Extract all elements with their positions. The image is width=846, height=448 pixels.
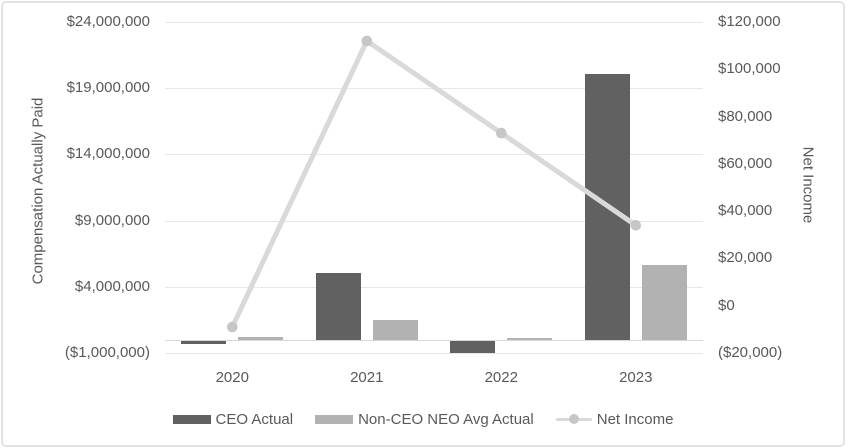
y-axis-tick-label-right: $60,000 [718,154,773,172]
y-axis-tick-label-left: $24,000,000 [66,13,150,30]
net-income-marker [227,321,238,333]
bar-ceo-actual [181,339,227,345]
y-axis-tick-label-right: $20,000 [718,249,773,267]
right-axis-title: Net Income [799,146,817,224]
y-axis-tick-label-right: $120,000 [718,13,781,30]
y-axis-tick-label-left: $19,000,000 [66,79,150,97]
y-axis-tick-label-left: $14,000,000 [66,145,150,163]
net-income-marker [496,127,507,139]
bar-ceo-actual [450,339,496,353]
bar-non-ceo-neo-avg-actual [372,319,418,340]
y-axis-tick-label-right: $0 [718,296,735,314]
legend-label: CEO Actual [215,410,294,428]
bar-non-ceo-neo-avg-actual [507,338,553,340]
net-income-marker [361,35,373,47]
y-axis-tick-label-right: $40,000 [718,202,773,220]
legend-item: CEO Actual [172,410,294,428]
bar-ceo-actual [584,73,630,340]
x-axis-label: 2020 [215,369,249,386]
category-axis-line [165,339,703,341]
x-axis-label: 2021 [350,369,384,386]
y-axis-tick-label-right: ($20,000) [718,344,783,361]
y-axis-tick-label-left: $4,000,000 [74,277,150,295]
legend-item: Net Income [555,410,674,428]
y-axis-tick-label-right: $80,000 [718,107,773,125]
legend-swatch [172,414,211,424]
net-income-line [229,38,639,330]
legend-marker-dot [568,414,579,424]
bar-non-ceo-neo-avg-actual [641,265,687,340]
legend-label: Non-CEO NEO Avg Actual [358,410,534,428]
y-axis-tick-label-right: $100,000 [718,60,781,78]
x-axis-label: 2023 [619,369,653,386]
bar-non-ceo-neo-avg-actual [238,337,284,340]
gridline [165,353,703,354]
x-axis-label: 2022 [484,369,518,386]
legend-line-marker [555,414,592,425]
legend-label: Net Income [596,410,674,428]
y-axis-tick-label-left: ($1,000,000) [64,344,150,361]
chart-legend: CEO Actual Non-CEO NEO Avg Actual Net Inco… [0,406,846,432]
bar-ceo-actual [315,272,361,340]
y-axis-tick-label-left: $9,000,000 [74,211,150,229]
legend-swatch [315,414,354,424]
legend-item: Non-CEO NEO Avg Actual [315,411,534,428]
gridline [165,22,703,23]
left-axis-title: Compensation Actually Paid [29,97,47,285]
